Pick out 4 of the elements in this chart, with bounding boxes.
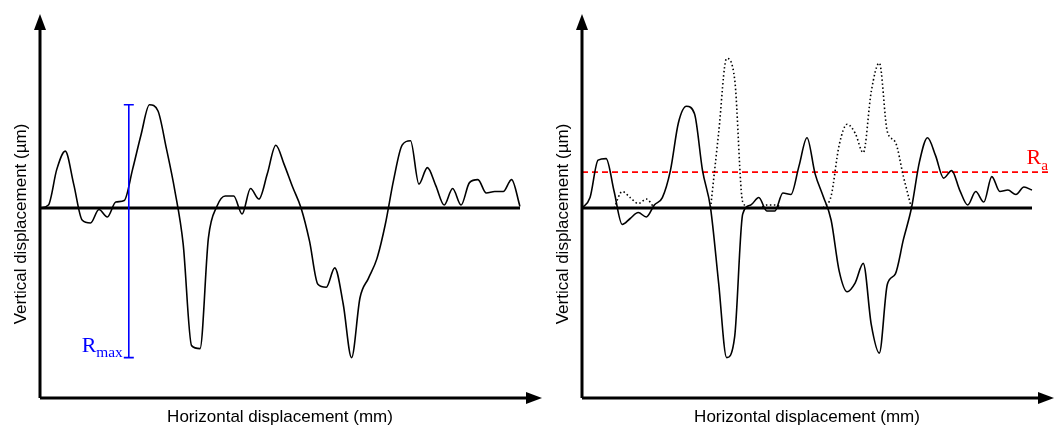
y-axis-title: Vertical displacement (µm) <box>553 123 572 325</box>
y-axis-title: Vertical displacement (µm) <box>11 123 30 325</box>
x-axis-title: Horizontal displacement (mm) <box>694 407 920 426</box>
x-axis-title: Horizontal displacement (mm) <box>167 407 393 426</box>
